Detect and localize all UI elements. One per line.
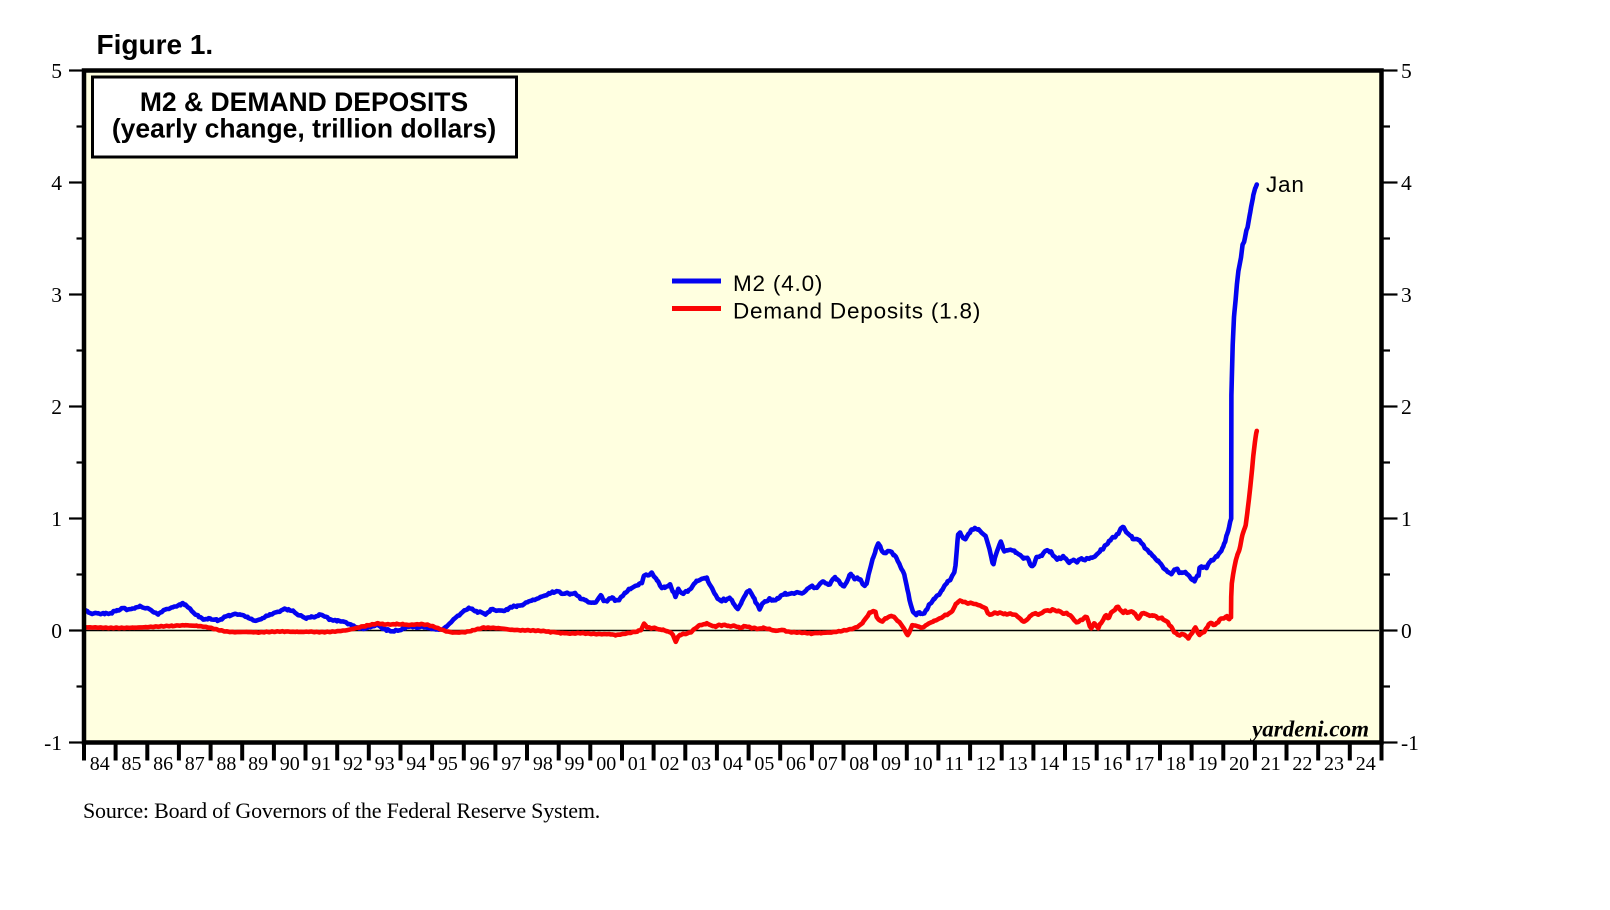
svg-text:Demand Deposits (1.8): Demand Deposits (1.8) [733, 299, 981, 324]
svg-text:Source: Board of Governors of: Source: Board of Governors of the Federa… [83, 798, 600, 823]
svg-text:88: 88 [216, 753, 236, 775]
svg-text:02: 02 [660, 753, 680, 775]
svg-text:94: 94 [406, 753, 426, 775]
svg-text:2: 2 [1401, 395, 1412, 419]
svg-text:M2 & DEMAND DEPOSITS: M2 & DEMAND DEPOSITS [140, 87, 468, 117]
svg-text:0: 0 [1401, 619, 1412, 643]
svg-text:5: 5 [51, 59, 62, 83]
svg-text:90: 90 [280, 753, 300, 775]
svg-text:24: 24 [1356, 753, 1376, 775]
svg-text:12: 12 [976, 753, 996, 775]
svg-text:16: 16 [1103, 753, 1123, 775]
svg-text:5: 5 [1401, 59, 1412, 83]
svg-text:10: 10 [913, 753, 933, 775]
svg-text:84: 84 [90, 753, 110, 775]
svg-text:86: 86 [153, 753, 173, 775]
svg-text:07: 07 [818, 753, 838, 775]
svg-text:Jan: Jan [1266, 172, 1305, 197]
svg-text:99: 99 [565, 753, 585, 775]
svg-text:20: 20 [1229, 753, 1249, 775]
svg-text:87: 87 [185, 753, 205, 775]
svg-text:00: 00 [596, 753, 616, 775]
svg-text:(yearly change, trillion dolla: (yearly change, trillion dollars) [112, 114, 496, 144]
svg-text:19: 19 [1197, 753, 1217, 775]
svg-text:08: 08 [849, 753, 869, 775]
svg-text:M2 (4.0): M2 (4.0) [733, 271, 823, 296]
svg-text:15: 15 [1071, 753, 1091, 775]
svg-text:2: 2 [51, 395, 62, 419]
svg-text:-1: -1 [1401, 731, 1419, 755]
svg-text:3: 3 [51, 283, 62, 307]
svg-text:14: 14 [1039, 753, 1059, 775]
svg-text:91: 91 [311, 753, 331, 775]
svg-text:97: 97 [501, 753, 521, 775]
svg-text:22: 22 [1292, 753, 1312, 775]
svg-text:92: 92 [343, 753, 363, 775]
svg-text:Figure 1.: Figure 1. [97, 29, 214, 60]
svg-text:85: 85 [122, 753, 142, 775]
svg-text:93: 93 [375, 753, 395, 775]
svg-text:4: 4 [51, 171, 62, 195]
svg-text:21: 21 [1261, 753, 1281, 775]
svg-text:06: 06 [786, 753, 806, 775]
svg-text:03: 03 [691, 753, 711, 775]
svg-text:0: 0 [51, 619, 62, 643]
svg-text:11: 11 [945, 753, 964, 775]
svg-text:89: 89 [248, 753, 268, 775]
svg-text:01: 01 [628, 753, 648, 775]
svg-text:1: 1 [1401, 507, 1412, 531]
svg-text:95: 95 [438, 753, 458, 775]
svg-text:-1: -1 [44, 731, 62, 755]
svg-text:23: 23 [1324, 753, 1344, 775]
svg-text:13: 13 [1008, 753, 1028, 775]
svg-text:98: 98 [533, 753, 553, 775]
svg-text:96: 96 [470, 753, 490, 775]
svg-text:4: 4 [1401, 171, 1412, 195]
svg-text:3: 3 [1401, 283, 1412, 307]
svg-text:04: 04 [723, 753, 743, 775]
svg-text:09: 09 [881, 753, 901, 775]
svg-text:yardeni.com: yardeni.com [1249, 717, 1369, 742]
svg-text:1: 1 [51, 507, 62, 531]
svg-text:17: 17 [1134, 753, 1154, 775]
svg-text:05: 05 [754, 753, 774, 775]
svg-text:18: 18 [1166, 753, 1186, 775]
